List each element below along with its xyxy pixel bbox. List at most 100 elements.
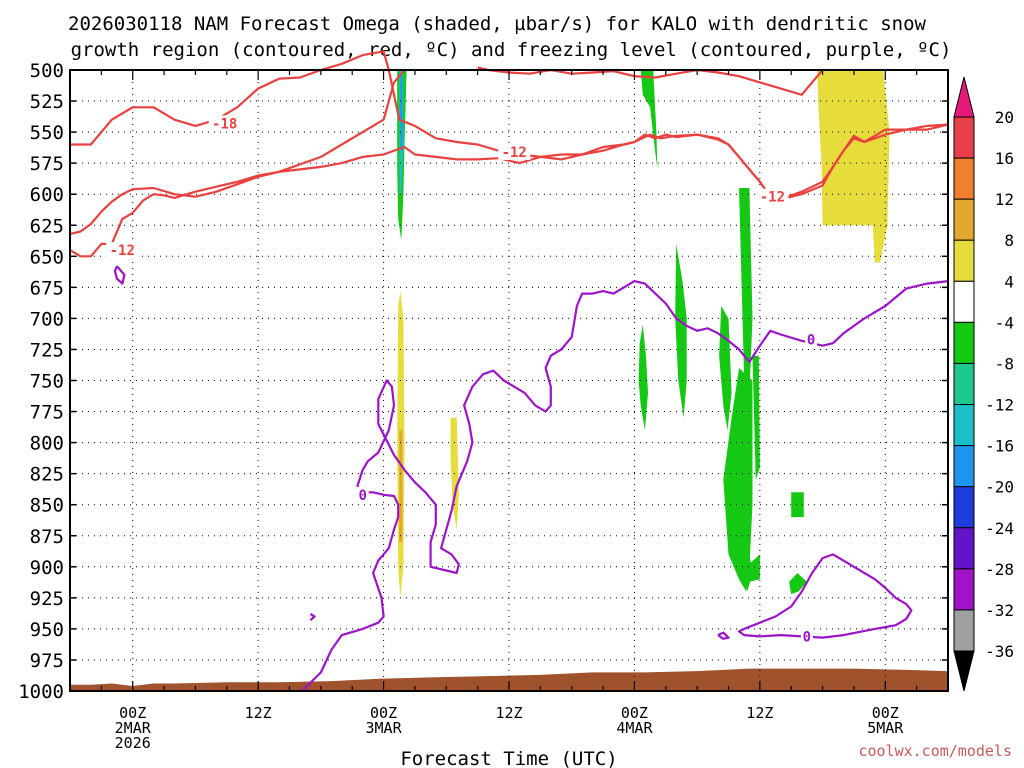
colorbar-label-9: -20: [985, 478, 1014, 497]
credit-text: coolwx.com/models: [858, 742, 1012, 760]
y-tick-label-875: 875: [30, 526, 64, 548]
colorbar-bin-1: [953, 157, 975, 200]
x-tick-label-6-0: 00Z: [872, 704, 899, 722]
freezing-contour-line-2: [737, 553, 913, 639]
colorbar-bin-3: [953, 239, 975, 282]
colorbar-label-8: -16: [985, 437, 1014, 456]
y-tick-label-850: 850: [30, 495, 64, 517]
omega-area-2: [400, 76, 403, 151]
y-tick-label-900: 900: [30, 557, 64, 579]
omega-area-15: [791, 492, 804, 518]
y-tick-label-575: 575: [30, 153, 64, 175]
dgz-contour-label-0: -18: [212, 116, 237, 132]
colorbar-bin-2: [953, 198, 975, 241]
x-tick-label-4-1: 4MAR: [616, 719, 653, 737]
dgz-label-bg-2: [756, 188, 789, 205]
colorbar-label-6: -8: [995, 354, 1014, 373]
omega-area-13: [744, 554, 753, 592]
colorbar-label-5: -4: [995, 313, 1014, 332]
freezing-label-bg-0: [356, 486, 369, 503]
dgz-contour-label-1: -12: [502, 145, 527, 161]
colorbar-bin-5: [953, 321, 975, 364]
chart-title-line-1: 2026030118 NAM Forecast Omega (shaded, µ…: [68, 13, 926, 35]
y-tick-label-650: 650: [30, 246, 64, 268]
grid: [70, 70, 948, 691]
dgz-contour-label-3: -12: [110, 243, 135, 259]
omega-area-17: [817, 70, 890, 263]
colorbar-label-7: -12: [985, 396, 1014, 415]
freezing-contour-label-0: 0: [358, 488, 366, 504]
dgz-contour-label-2: -12: [760, 190, 785, 206]
colorbar-bin-0: [953, 116, 975, 159]
x-tick-label-2-1: 3MAR: [366, 719, 403, 737]
freezing-contour-label-2: 0: [803, 629, 811, 645]
omega-area-7: [638, 324, 648, 431]
freezing-label-bg-2: [800, 628, 813, 645]
chart-title: 2026030118 NAM Forecast Omega (shaded, µ…: [68, 13, 951, 61]
colorbar-bin-11: [953, 568, 975, 611]
y-tick-label-525: 525: [30, 91, 64, 113]
colorbar-bottom-arrow: [953, 650, 975, 692]
dendritic-growth-contours: -18 -12 -12 -12: [69, 50, 949, 259]
x-tick-label-5-0: 12Z: [746, 704, 773, 722]
y-tick-label-950: 950: [30, 619, 64, 641]
y-tick-label-600: 600: [30, 184, 64, 206]
colorbar-label-11: -28: [985, 560, 1014, 579]
y-tick-label-925: 925: [30, 588, 64, 610]
y-tick-label-625: 625: [30, 215, 64, 237]
colorbar-label-12: -32: [985, 601, 1014, 620]
axes: 500 525 550 575 600 625 650 675 700 725 750 775 800 8…: [18, 60, 949, 752]
y-tick-label-800: 800: [30, 433, 64, 455]
x-tick-label-0-1: 2MAR: [115, 719, 152, 737]
omega-area-14: [752, 355, 760, 480]
freezing-contour-line-3: [717, 631, 730, 640]
x-tick-label-1-0: 12Z: [245, 704, 272, 722]
y-tick-label-700: 700: [30, 308, 64, 330]
freezing-contour-label-1: 0: [807, 333, 815, 349]
freezing-contour-line-4: [113, 265, 126, 285]
chart-title-line-2: growth region (contoured, red, ºC) and f…: [71, 39, 952, 61]
x-tick-label-4-0: 00Z: [621, 704, 648, 722]
omega-area-6: [640, 70, 658, 170]
freezing-contour-line-0: [301, 280, 949, 692]
y-tick-label-775: 775: [30, 402, 64, 424]
dgz-contour-line-0: [69, 69, 406, 235]
colorbar-bin-8: [953, 445, 975, 488]
x-tick-label-0-0: 00Z: [119, 704, 146, 722]
colorbar-label-13: -36: [985, 642, 1014, 661]
y-tick-label-750: 750: [30, 371, 64, 393]
dgz-label-bg-0: [208, 115, 241, 132]
omega-area-16: [789, 573, 807, 595]
freezing-level-contours: 0 0 0: [113, 265, 949, 692]
freezing-contour-line-1: [309, 613, 316, 622]
dgz-label-bg-3: [106, 242, 139, 259]
omega-area-4: [399, 430, 403, 542]
colorbar: 20 16 12 8 4 -4 -8 -12 -16 -20 -24 -28 -32 -36: [953, 76, 1014, 692]
colorbar-label-2: 12: [995, 190, 1014, 209]
x-tick-label-0-2: 2026: [115, 734, 151, 752]
colorbar-label-0: 20: [995, 108, 1014, 127]
y-tick-label-975: 975: [30, 650, 64, 672]
dgz-label-bg-1: [498, 143, 531, 160]
colorbar-bin-6: [953, 362, 975, 406]
y-tick-label-825: 825: [30, 464, 64, 486]
omega-area-8: [675, 243, 687, 418]
y-tick-label-675: 675: [30, 277, 64, 299]
x-tick-label-2-0: 00Z: [370, 704, 397, 722]
dgz-contour-line-3: [69, 123, 949, 258]
colorbar-label-4: 4: [1004, 272, 1014, 291]
colorbar-bin-12: [953, 609, 975, 652]
colorbar-bin-9: [953, 486, 975, 529]
terrain-area: [70, 668, 948, 691]
colorbar-label-3: 8: [1004, 231, 1014, 250]
colorbar-top-arrow: [953, 76, 975, 118]
y-tick-label-1000: 1000: [18, 681, 64, 703]
x-tick-label-6-1: 5MAR: [867, 719, 904, 737]
colorbar-bin-10: [953, 527, 975, 570]
terrain-fill: [70, 668, 948, 691]
colorbar-bin-4: [953, 280, 975, 323]
x-tick-label-3-0: 12Z: [495, 704, 522, 722]
x-axis-label: Forecast Time (UTC): [400, 748, 617, 768]
freezing-label-bg-1: [805, 331, 818, 348]
dgz-contour-line-2: [477, 66, 824, 96]
